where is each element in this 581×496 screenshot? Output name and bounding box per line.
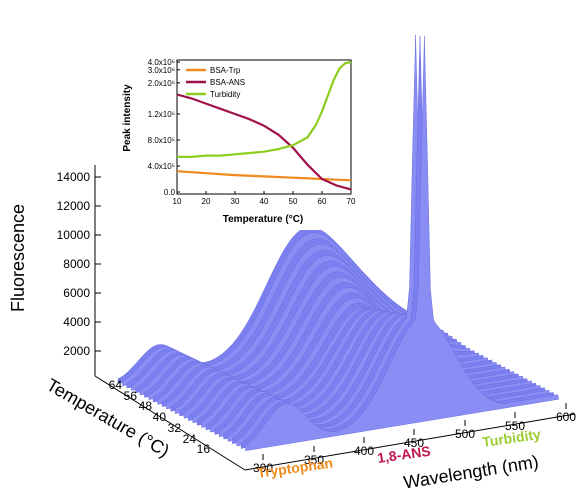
z-tick-label: 8000	[63, 257, 90, 271]
z-tick-label: 6000	[63, 286, 90, 300]
y-tick-label: 24	[183, 432, 197, 446]
inset-y-tick-label: 4.0x10⁶	[148, 58, 175, 67]
inset-y-tick-label: 8.0x10⁵	[148, 136, 175, 145]
z-axis-label: Fluorescence	[8, 204, 28, 312]
x-tick-label: 300	[253, 461, 273, 475]
x-tick-label: 400	[354, 444, 374, 458]
inset-series-line	[176, 93, 352, 191]
x-tick-label: 550	[505, 419, 525, 433]
inset-y-tick-label: 1.2x10⁶	[148, 110, 175, 119]
inset-series-line	[176, 170, 352, 182]
y-tick-label: 64	[109, 378, 123, 392]
z-tick-label: 10000	[57, 228, 91, 242]
legend-label: BSA-ANS	[210, 78, 245, 87]
inset-series-line	[177, 60, 352, 158]
x-tick-label: 600	[556, 410, 576, 424]
inset-y-tick-label: 0.0	[164, 188, 176, 197]
x-tick-label: 350	[304, 453, 324, 467]
fluorescence-surface	[117, 34, 560, 451]
region-label: 1,8-ANS	[376, 443, 431, 466]
y-tick-label: 48	[139, 399, 153, 413]
inset-y-tick-label: 4.0x10⁵	[148, 162, 175, 171]
wavelength-axis: 300 350 400 450 500 550 600	[244, 403, 576, 475]
z-tick-label: 12000	[57, 199, 91, 213]
region-label: Turbidity	[481, 426, 542, 450]
y-axis-line	[94, 375, 246, 471]
y-tick-label: 16	[197, 442, 211, 456]
surface-slice	[245, 36, 560, 451]
inset-background	[113, 40, 365, 230]
x-tick-label: 450	[404, 436, 424, 450]
y-tick-label: 32	[168, 421, 182, 435]
inset-chart: 10 20 30 40 50 60 70 0.0 4.0x10⁵ 8.0x10⁵ 1.2x10⁶ 2.…	[113, 40, 365, 230]
inset-x-tick-label: 20	[202, 197, 211, 206]
legend-label: BSA-Trp	[210, 66, 241, 75]
inset-x-tick-label: 40	[260, 197, 269, 206]
inset-x-label: Temperature (°C)	[223, 214, 304, 225]
z-tick-label: 4000	[63, 315, 90, 329]
legend-label: Turbidity	[210, 90, 240, 99]
z-tick-label: 14000	[57, 170, 91, 184]
inset-axes: 10 20 30 40 50 60 70 0.0 4.0x10⁵ 8.0x10⁵ 1.2x10⁶ 2.…	[148, 58, 356, 206]
inset-x-tick-label: 30	[231, 197, 240, 206]
inset-x-tick-label: 10	[173, 197, 182, 206]
z-axis: 2000 4000 6000 8000 10000 12000 14000	[57, 165, 101, 376]
y-tick-label: 56	[124, 389, 138, 403]
region-label: Tryptophan	[256, 455, 334, 481]
x-axis-line	[244, 413, 576, 471]
inset-legend: BSA-Trp BSA-ANS Turbidity	[186, 66, 245, 99]
inset-y-label: Peak intensity	[122, 84, 133, 152]
inset-lines	[176, 60, 352, 191]
inset-x-tick-label: 50	[289, 197, 298, 206]
inset-y-tick-label: 3.0x10⁶	[148, 66, 175, 75]
inset-x-tick-label: 60	[318, 197, 327, 206]
y-tick-label: 40	[153, 410, 167, 424]
inset-x-tick-label: 70	[347, 197, 356, 206]
x-tick-label: 500	[455, 427, 475, 441]
z-tick-label: 2000	[63, 344, 90, 358]
inset-y-tick-label: 2.0x10⁶	[148, 79, 175, 88]
